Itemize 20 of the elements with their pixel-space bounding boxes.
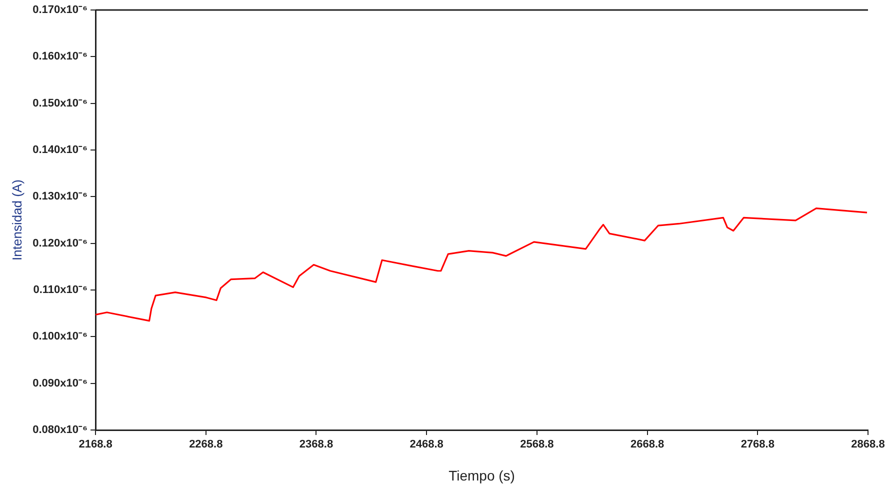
- y-tick-label: 0.130x10⁻⁶: [32, 190, 88, 203]
- y-tick-label: 0.150x10⁻⁶: [32, 97, 88, 110]
- y-tick-label: 0.120x10⁻⁶: [32, 237, 88, 250]
- x-tick-label: 2568.8: [520, 438, 554, 451]
- x-tick-label: 2668.8: [630, 438, 664, 451]
- y-tick-label: 0.110x10⁻⁶: [33, 284, 88, 296]
- y-axis-title: Intensidad (A): [9, 180, 24, 260]
- x-tick-label: 2168.8: [78, 438, 112, 451]
- x-tick-label: 2468.8: [410, 438, 444, 451]
- x-tick-label: 2868.8: [851, 438, 885, 451]
- y-tick-label: 0.100x10⁻⁶: [32, 330, 88, 343]
- y-tick-label: 0.160x10⁻⁶: [32, 50, 88, 63]
- y-tick-label: 0.140x10⁻⁶: [32, 144, 88, 156]
- y-tick-label: 0.090x10⁻⁶: [32, 377, 88, 390]
- x-axis-title: Tiempo (s): [448, 467, 515, 484]
- x-tick-label: 2268.8: [189, 438, 223, 451]
- y-tick-label: 0.080x10⁻⁶: [32, 424, 88, 436]
- x-tick-label: 2368.8: [299, 438, 334, 451]
- y-tick-label: 0.170x10⁻⁶: [32, 4, 88, 16]
- x-tick-label: 2768.8: [740, 438, 774, 451]
